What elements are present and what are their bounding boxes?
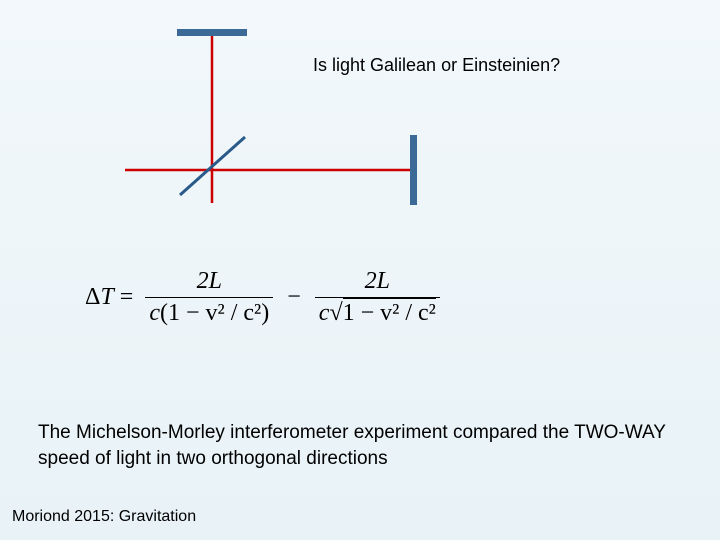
footer-text: Moriond 2015: Gravitation (12, 508, 196, 526)
eq-den2: c√1 − v² / c² (315, 297, 440, 327)
right-mirror (410, 135, 417, 205)
eq-frac1: 2L c(1 − v² / c²) (145, 268, 273, 327)
eq-num1: 2L (193, 268, 226, 297)
eq-frac2: 2L c√1 − v² / c² (315, 268, 440, 327)
body-text: The Michelson-Morley interferometer expe… (38, 420, 680, 471)
eq-equals: = (120, 284, 134, 311)
equation: ΔT = 2L c(1 − v² / c²) − 2L c√1 − v² / c… (85, 268, 446, 327)
top-mirror (177, 29, 247, 36)
eq-den1: c(1 − v² / c²) (145, 297, 273, 327)
eq-var: T (100, 284, 113, 311)
eq-minus: − (287, 284, 301, 311)
eq-num2: 2L (361, 268, 394, 297)
interferometer-diagram (100, 25, 440, 215)
eq-delta: Δ (85, 284, 100, 311)
